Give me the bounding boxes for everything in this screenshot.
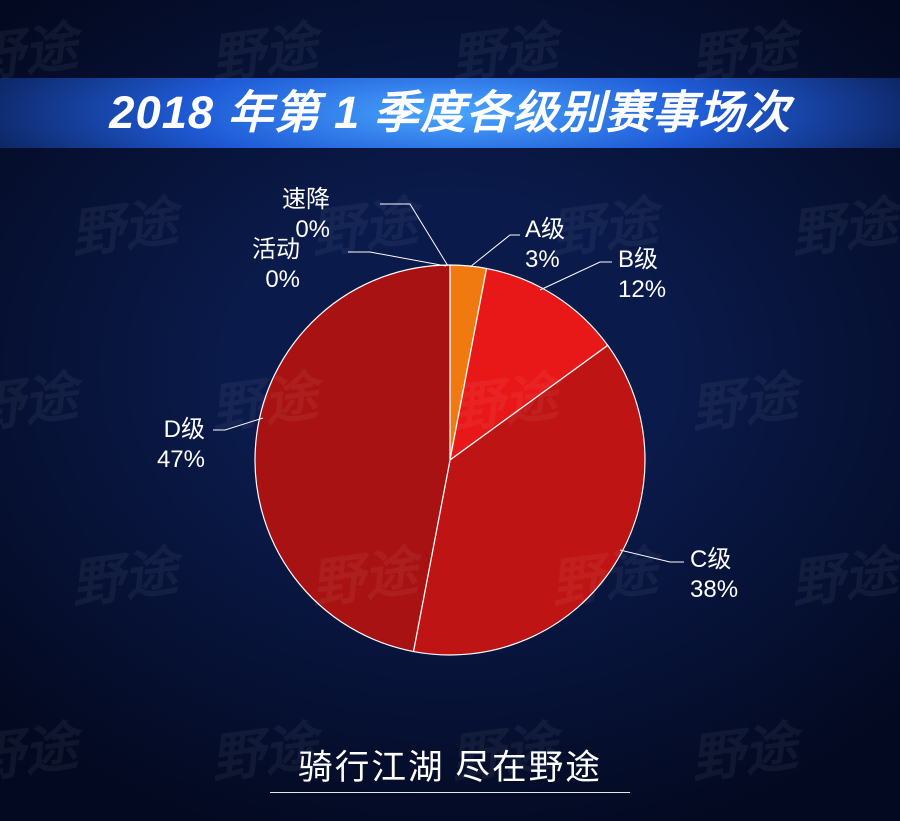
slice-label-A级: A级3% (525, 215, 565, 275)
footer-tagline: 骑行江湖 尽在野途 (0, 739, 900, 789)
pie-chart (0, 0, 900, 821)
slice-label-D级: D级47% (157, 415, 205, 475)
pie-slice-D级 (255, 265, 450, 652)
leader-line (348, 252, 446, 266)
footer-underline (270, 792, 630, 793)
leader-line (620, 550, 684, 562)
slice-label-B级: B级12% (618, 245, 666, 305)
leader-line (380, 204, 448, 266)
leader-line (470, 235, 520, 267)
leader-line (213, 418, 263, 430)
slice-label-速降: 速降0% (282, 185, 330, 245)
chart-stage: 2018 年第 1 季度各级别赛事场次 A级3%B级12%C级38%D级47%活… (0, 0, 900, 821)
slice-label-C级: C级38% (690, 545, 738, 605)
